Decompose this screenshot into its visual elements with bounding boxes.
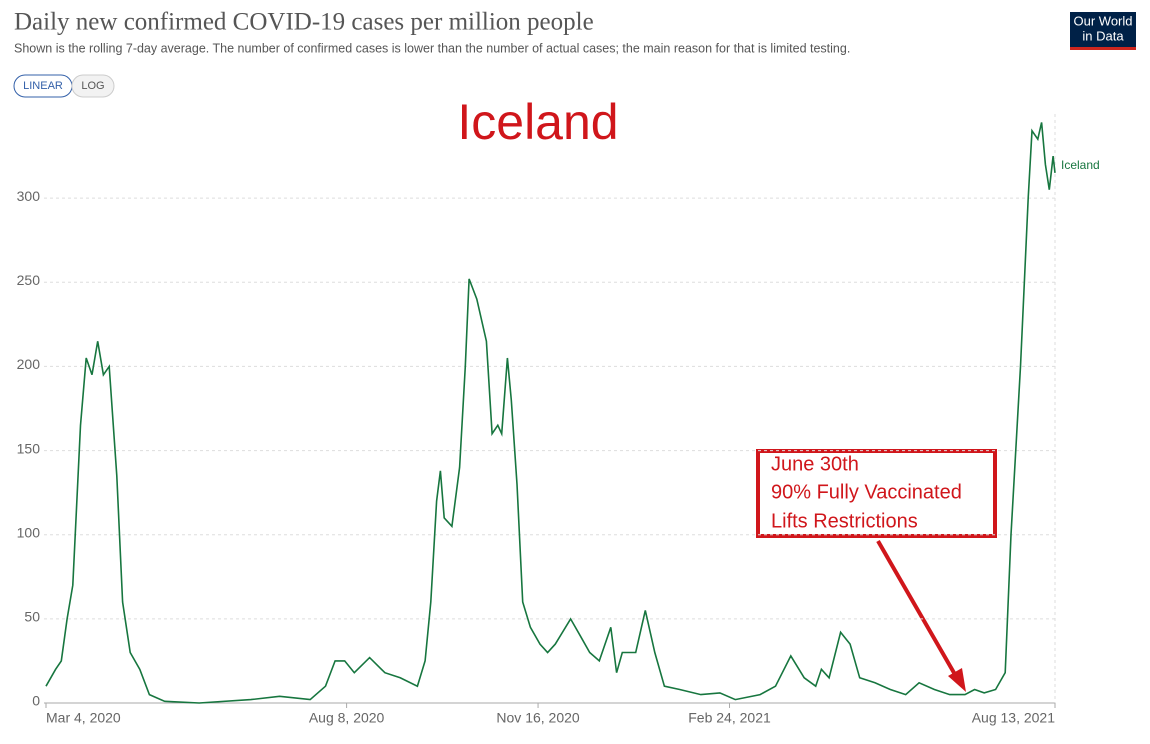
y-tick-label: 150	[17, 440, 41, 456]
x-tick-label: Aug 8, 2020	[309, 710, 385, 726]
x-tick-label: Feb 24, 2021	[688, 710, 771, 726]
annotation: 90% Fully Vaccinated	[771, 481, 962, 503]
button-label: LINEAR	[23, 80, 63, 92]
series-line	[45, 122, 1056, 704]
chart-title: Daily new confirmed COVID-19 cases per m…	[14, 9, 594, 36]
chart-subtitle: Shown is the rolling 7-day average. The …	[14, 41, 850, 55]
arrow-head	[948, 668, 966, 692]
y-tick-label: 250	[17, 272, 41, 288]
annotation: June 30th	[771, 453, 859, 475]
logo-text: Our World	[1074, 13, 1133, 28]
series-label: Iceland	[1061, 158, 1100, 172]
logo-text: in Data	[1082, 28, 1124, 43]
y-tick-label: 50	[24, 609, 40, 625]
logo[interactable]	[1070, 12, 1136, 50]
button-label: LOG	[81, 80, 104, 92]
y-tick-label: 100	[17, 524, 41, 540]
logo-stripe	[1070, 47, 1136, 50]
annotation-box	[756, 449, 997, 538]
x-tick-label: Nov 16, 2020	[496, 710, 579, 726]
annotation-arrow	[876, 540, 959, 679]
x-tick-label: Mar 4, 2020	[46, 710, 121, 726]
heading: Iceland	[457, 94, 618, 150]
y-tick-label: 0	[32, 693, 40, 709]
annotation: Lifts Restrictions	[771, 510, 918, 532]
log-button[interactable]	[71, 74, 115, 98]
x-tick-label: Aug 13, 2021	[972, 710, 1056, 726]
y-tick-label: 300	[17, 188, 41, 204]
y-tick-label: 200	[17, 356, 41, 372]
